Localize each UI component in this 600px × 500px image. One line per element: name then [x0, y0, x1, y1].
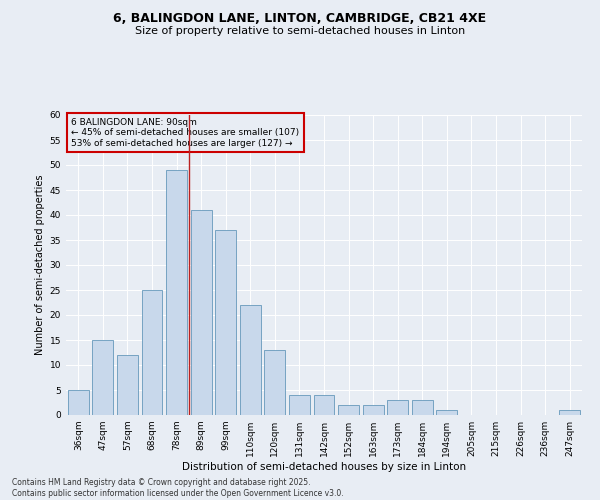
Bar — [265, 350, 286, 415]
Bar — [117, 355, 138, 415]
Bar — [412, 400, 433, 415]
Bar — [387, 400, 408, 415]
Bar — [191, 210, 212, 415]
Text: 6 BALINGDON LANE: 90sqm
← 45% of semi-detached houses are smaller (107)
53% of s: 6 BALINGDON LANE: 90sqm ← 45% of semi-de… — [71, 118, 299, 148]
Bar — [338, 405, 359, 415]
Text: Size of property relative to semi-detached houses in Linton: Size of property relative to semi-detach… — [135, 26, 465, 36]
Text: 6, BALINGDON LANE, LINTON, CAMBRIDGE, CB21 4XE: 6, BALINGDON LANE, LINTON, CAMBRIDGE, CB… — [113, 12, 487, 26]
Bar — [240, 305, 261, 415]
Text: Contains HM Land Registry data © Crown copyright and database right 2025.
Contai: Contains HM Land Registry data © Crown c… — [12, 478, 344, 498]
Bar — [166, 170, 187, 415]
Bar — [215, 230, 236, 415]
Bar — [68, 390, 89, 415]
Y-axis label: Number of semi-detached properties: Number of semi-detached properties — [35, 175, 46, 355]
X-axis label: Distribution of semi-detached houses by size in Linton: Distribution of semi-detached houses by … — [182, 462, 466, 472]
Bar — [142, 290, 163, 415]
Bar — [436, 410, 457, 415]
Bar — [362, 405, 383, 415]
Bar — [559, 410, 580, 415]
Bar — [92, 340, 113, 415]
Bar — [289, 395, 310, 415]
Bar — [314, 395, 334, 415]
